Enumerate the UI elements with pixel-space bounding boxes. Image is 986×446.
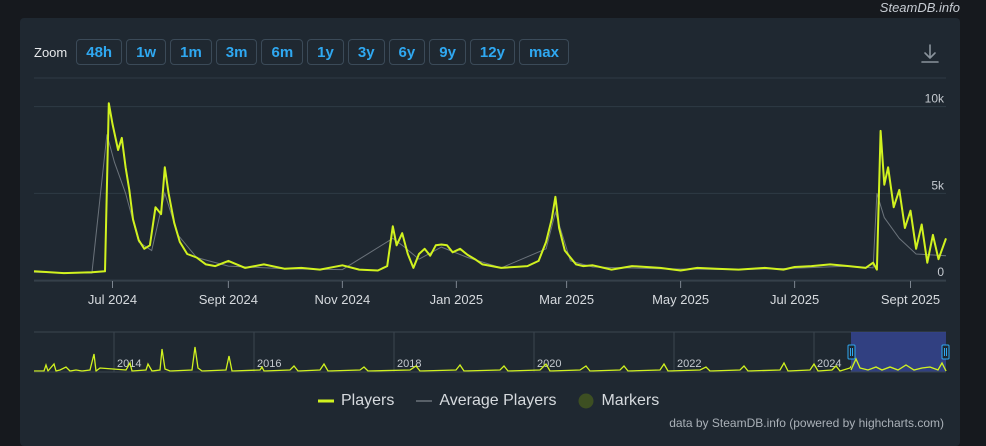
chart-svg[interactable]: 0 5k 10k Jul 2024 Sept 2024 Nov 2024 Jan 2025… xyxy=(20,18,960,446)
zoom-button-3m[interactable]: 3m xyxy=(215,39,258,65)
average-line-icon xyxy=(416,400,433,402)
zoom-button-max[interactable]: max xyxy=(518,39,569,65)
zoom-button-1m[interactable]: 1m xyxy=(170,39,212,65)
y-tick-label: 5k xyxy=(931,178,945,192)
series-line-players xyxy=(33,102,947,275)
legend: Players Average Players Markers xyxy=(318,392,659,410)
navigator-series xyxy=(34,346,947,373)
zoom-bar: Zoom 48h 1w 1m 3m 6m 1y 3y 6y 9y 12y max xyxy=(34,38,569,66)
credits: data by SteamDB.info (powered by highcha… xyxy=(669,416,944,430)
x-tick-label: Jan 2025 xyxy=(430,292,484,307)
download-icon[interactable] xyxy=(920,43,940,65)
x-tick-label: Sept 2024 xyxy=(199,292,258,307)
x-tick-label: May 2025 xyxy=(652,292,709,307)
navigator-handle-right[interactable] xyxy=(941,344,950,360)
x-tick-label: Mar 2025 xyxy=(539,292,594,307)
y-tick-label: 10k xyxy=(925,92,945,106)
navigator-ticks: 2014 2016 2018 2020 2022 2024 xyxy=(113,332,841,372)
chart-panel: 0 5k 10k Jul 2024 Sept 2024 Nov 2024 Jan 2025… xyxy=(20,18,960,446)
zoom-button-6m[interactable]: 6m xyxy=(261,39,304,65)
watermark: SteamDB.info xyxy=(879,0,960,15)
x-tick-label: Sept 2025 xyxy=(881,292,940,307)
navigator-tick-label: 2022 xyxy=(677,358,701,370)
zoom-button-1w[interactable]: 1w xyxy=(126,39,167,65)
legend-item-average-players[interactable]: Average Players xyxy=(416,392,556,410)
zoom-button-12y[interactable]: 12y xyxy=(469,39,515,65)
navigator-handle-left[interactable] xyxy=(847,344,856,360)
zoom-button-6y[interactable]: 6y xyxy=(388,39,426,65)
grid-lines xyxy=(34,77,946,282)
zoom-button-3y[interactable]: 3y xyxy=(347,39,385,65)
y-axis-labels: 0 5k 10k xyxy=(925,92,945,279)
x-tick-label: Nov 2024 xyxy=(315,292,371,307)
zoom-label: Zoom xyxy=(34,44,68,60)
y-tick-label: 0 xyxy=(937,265,944,279)
x-tick-label: Jul 2025 xyxy=(770,292,819,307)
navigator-tick-label: 2016 xyxy=(257,358,281,370)
navigator-selection-mask xyxy=(851,332,946,372)
legend-label-players: Players xyxy=(341,392,395,409)
legend-label-average: Average Players xyxy=(439,392,557,409)
navigator-tick-label: 2020 xyxy=(537,358,561,370)
zoom-button-48h[interactable]: 48h xyxy=(76,39,123,65)
legend-item-players[interactable]: Players xyxy=(318,392,394,410)
x-axis-ticks xyxy=(111,281,911,288)
x-tick-label: Jul 2024 xyxy=(88,292,137,307)
marker-dot-icon xyxy=(578,393,594,409)
navigator-series-selected xyxy=(850,357,947,372)
zoom-button-1y[interactable]: 1y xyxy=(307,39,344,65)
legend-label-markers: Markers xyxy=(601,392,660,409)
zoom-button-9y[interactable]: 9y xyxy=(429,39,466,65)
navigator: 2014 2016 2018 2020 2022 2024 xyxy=(34,331,950,373)
players-line-icon xyxy=(318,399,334,403)
x-axis-labels: Jul 2024 Sept 2024 Nov 2024 Jan 2025 Mar 202… xyxy=(88,292,940,307)
legend-item-markers[interactable]: Markers xyxy=(578,392,659,410)
